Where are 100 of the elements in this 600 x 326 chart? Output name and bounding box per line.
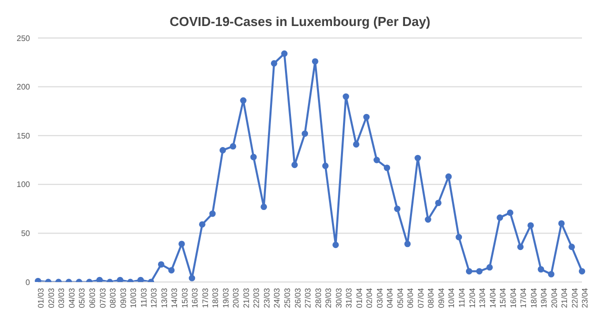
point [260,204,268,210]
point [384,164,390,172]
point [578,268,586,274]
x-tick-label: 28/03 [314,287,323,308]
point [96,276,103,282]
point [363,114,370,120]
x-tick-label: 30/03 [334,287,344,308]
chart-title: COVID-19-Cases in Luxembourg (Per Day) [168,13,432,31]
x-tick-label: 04/04 [386,287,395,308]
point [374,156,380,164]
point [116,276,124,282]
x-tick-label: 06/04 [406,287,416,308]
x-tick-label: 25/03 [283,287,292,308]
x-tick-label: 15/03 [180,287,190,308]
point [158,261,164,268]
x-tick-label: 17/03 [200,287,210,308]
point [332,242,339,248]
x-tick-label: 12/04 [468,287,477,308]
y-tick-label: 0 [26,278,31,287]
point [435,200,442,206]
point [352,141,360,148]
x-tick-label: 16/04 [508,287,518,308]
x-tick-label: 22/04 [570,287,580,308]
x-tick-label: 23/04 [580,287,590,308]
x-tick-label: 01/04 [354,287,364,308]
point [476,268,483,274]
x-tick-label: 15/04 [498,287,508,308]
point [281,50,288,57]
point [230,143,236,150]
x-tick-label: 07/04 [416,287,426,308]
point [322,162,329,170]
x-tick-label: 16/03 [190,287,200,308]
point [496,214,504,221]
point [178,240,185,248]
point [342,93,350,100]
x-tick-label: 10/04 [447,287,456,308]
point [568,244,575,250]
x-tick-label: 26/03 [293,287,302,308]
point [548,270,554,278]
x-tick-label: 29/03 [324,287,334,308]
x-tick-label: 24/03 [272,287,282,308]
point [188,274,196,282]
point [250,154,257,160]
x-tick-label: 13/04 [478,287,488,308]
y-tick-label: 250 [16,34,31,43]
point [302,130,308,137]
point [424,216,432,223]
point [240,97,246,104]
x-tick-label: 04/03 [67,287,76,308]
point [456,234,462,240]
x-tick-label: 09/03 [118,287,128,308]
x-tick-label: 31/03 [344,287,354,308]
y-tick-label: 50 [21,229,31,238]
point [168,267,175,274]
point [291,162,298,168]
x-tick-label: 21/03 [242,287,251,308]
y-tick-label: 100 [16,180,31,190]
point [394,206,400,212]
point [404,240,411,248]
x-tick-label: 14/03 [170,287,180,308]
x-tick-label: 11/04 [458,287,467,308]
x-tick-label: 20/04 [550,287,559,308]
point [199,221,206,228]
x-tick-label: 17/04 [519,287,528,308]
x-tick-label: 11/03 [139,287,148,308]
point [209,210,216,217]
x-tick-label: 13/03 [160,287,169,308]
point [506,210,514,216]
x-tick-label: 12/03 [150,287,159,308]
point [558,220,565,227]
x-tick-label: 03/03 [57,287,66,308]
point [414,154,421,162]
x-tick-label: 08/04 [426,287,436,308]
point [538,266,544,273]
point [220,147,226,154]
x-tick-label: 19/03 [221,287,230,308]
x-tick-label: 02/04 [365,287,374,308]
point [517,244,524,250]
x-tick-label: 27/03 [304,287,313,308]
x-tick-label: 23/03 [262,287,272,308]
x-tick-label: 06/03 [88,287,97,308]
point [486,264,493,271]
x-tick-label: 08/03 [108,287,118,308]
x-tick-label: 05/04 [396,287,405,308]
point [270,60,278,67]
x-tick-label: 21/04 [560,287,570,308]
x-tick-label: 18/04 [529,287,538,308]
point [312,58,318,65]
x-tick-label: 03/04 [375,287,384,308]
point [466,268,472,274]
point [445,173,452,180]
x-tick-label: 20/03 [232,287,241,308]
point [137,276,144,282]
x-tick-label: 19/04 [540,287,549,308]
x-tick-label: 10/03 [129,287,138,308]
x-tick-label: 18/03 [211,287,220,308]
x-tick-label: 05/03 [78,287,87,308]
x-tick-label: 01/03 [36,287,46,308]
x-tick-label: 14/04 [488,287,498,308]
y-tick-label: 200 [16,82,31,92]
